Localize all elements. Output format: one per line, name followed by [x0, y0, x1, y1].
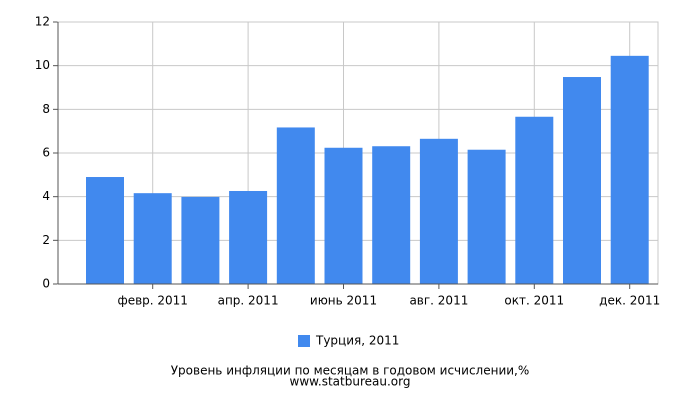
bar: [563, 77, 601, 285]
x-tick-label: февр. 2011: [117, 294, 188, 308]
y-tick-label: 0: [42, 277, 50, 291]
bar: [515, 116, 554, 284]
bar: [419, 138, 458, 284]
y-tick-label: 12: [35, 15, 50, 29]
bar: [86, 177, 124, 284]
legend-swatch: [298, 335, 310, 347]
legend-label: Турция, 2011: [315, 334, 399, 348]
bar: [276, 127, 315, 284]
bar: [181, 196, 220, 284]
y-tick-label: 10: [35, 58, 50, 72]
bar: [372, 146, 411, 284]
y-tick-label: 4: [42, 189, 50, 203]
x-tick-label: июнь 2011: [310, 294, 377, 308]
bar: [133, 193, 172, 284]
bar: [610, 55, 649, 284]
chart-title: Уровень инфляции по месяцам в годовом ис…: [171, 364, 530, 378]
x-tick-label: окт. 2011: [504, 294, 564, 308]
bar: [324, 147, 363, 284]
bar: [467, 149, 506, 284]
chart-subtitle: www.statbureau.org: [290, 375, 411, 389]
x-tick-label: дек. 2011: [599, 294, 660, 308]
x-tick-label: апр. 2011: [218, 294, 279, 308]
y-tick-label: 6: [42, 146, 50, 160]
y-tick-label: 8: [42, 102, 50, 116]
bar: [229, 190, 268, 284]
y-tick-label: 2: [42, 233, 50, 247]
x-tick-label: авг. 2011: [409, 294, 468, 308]
